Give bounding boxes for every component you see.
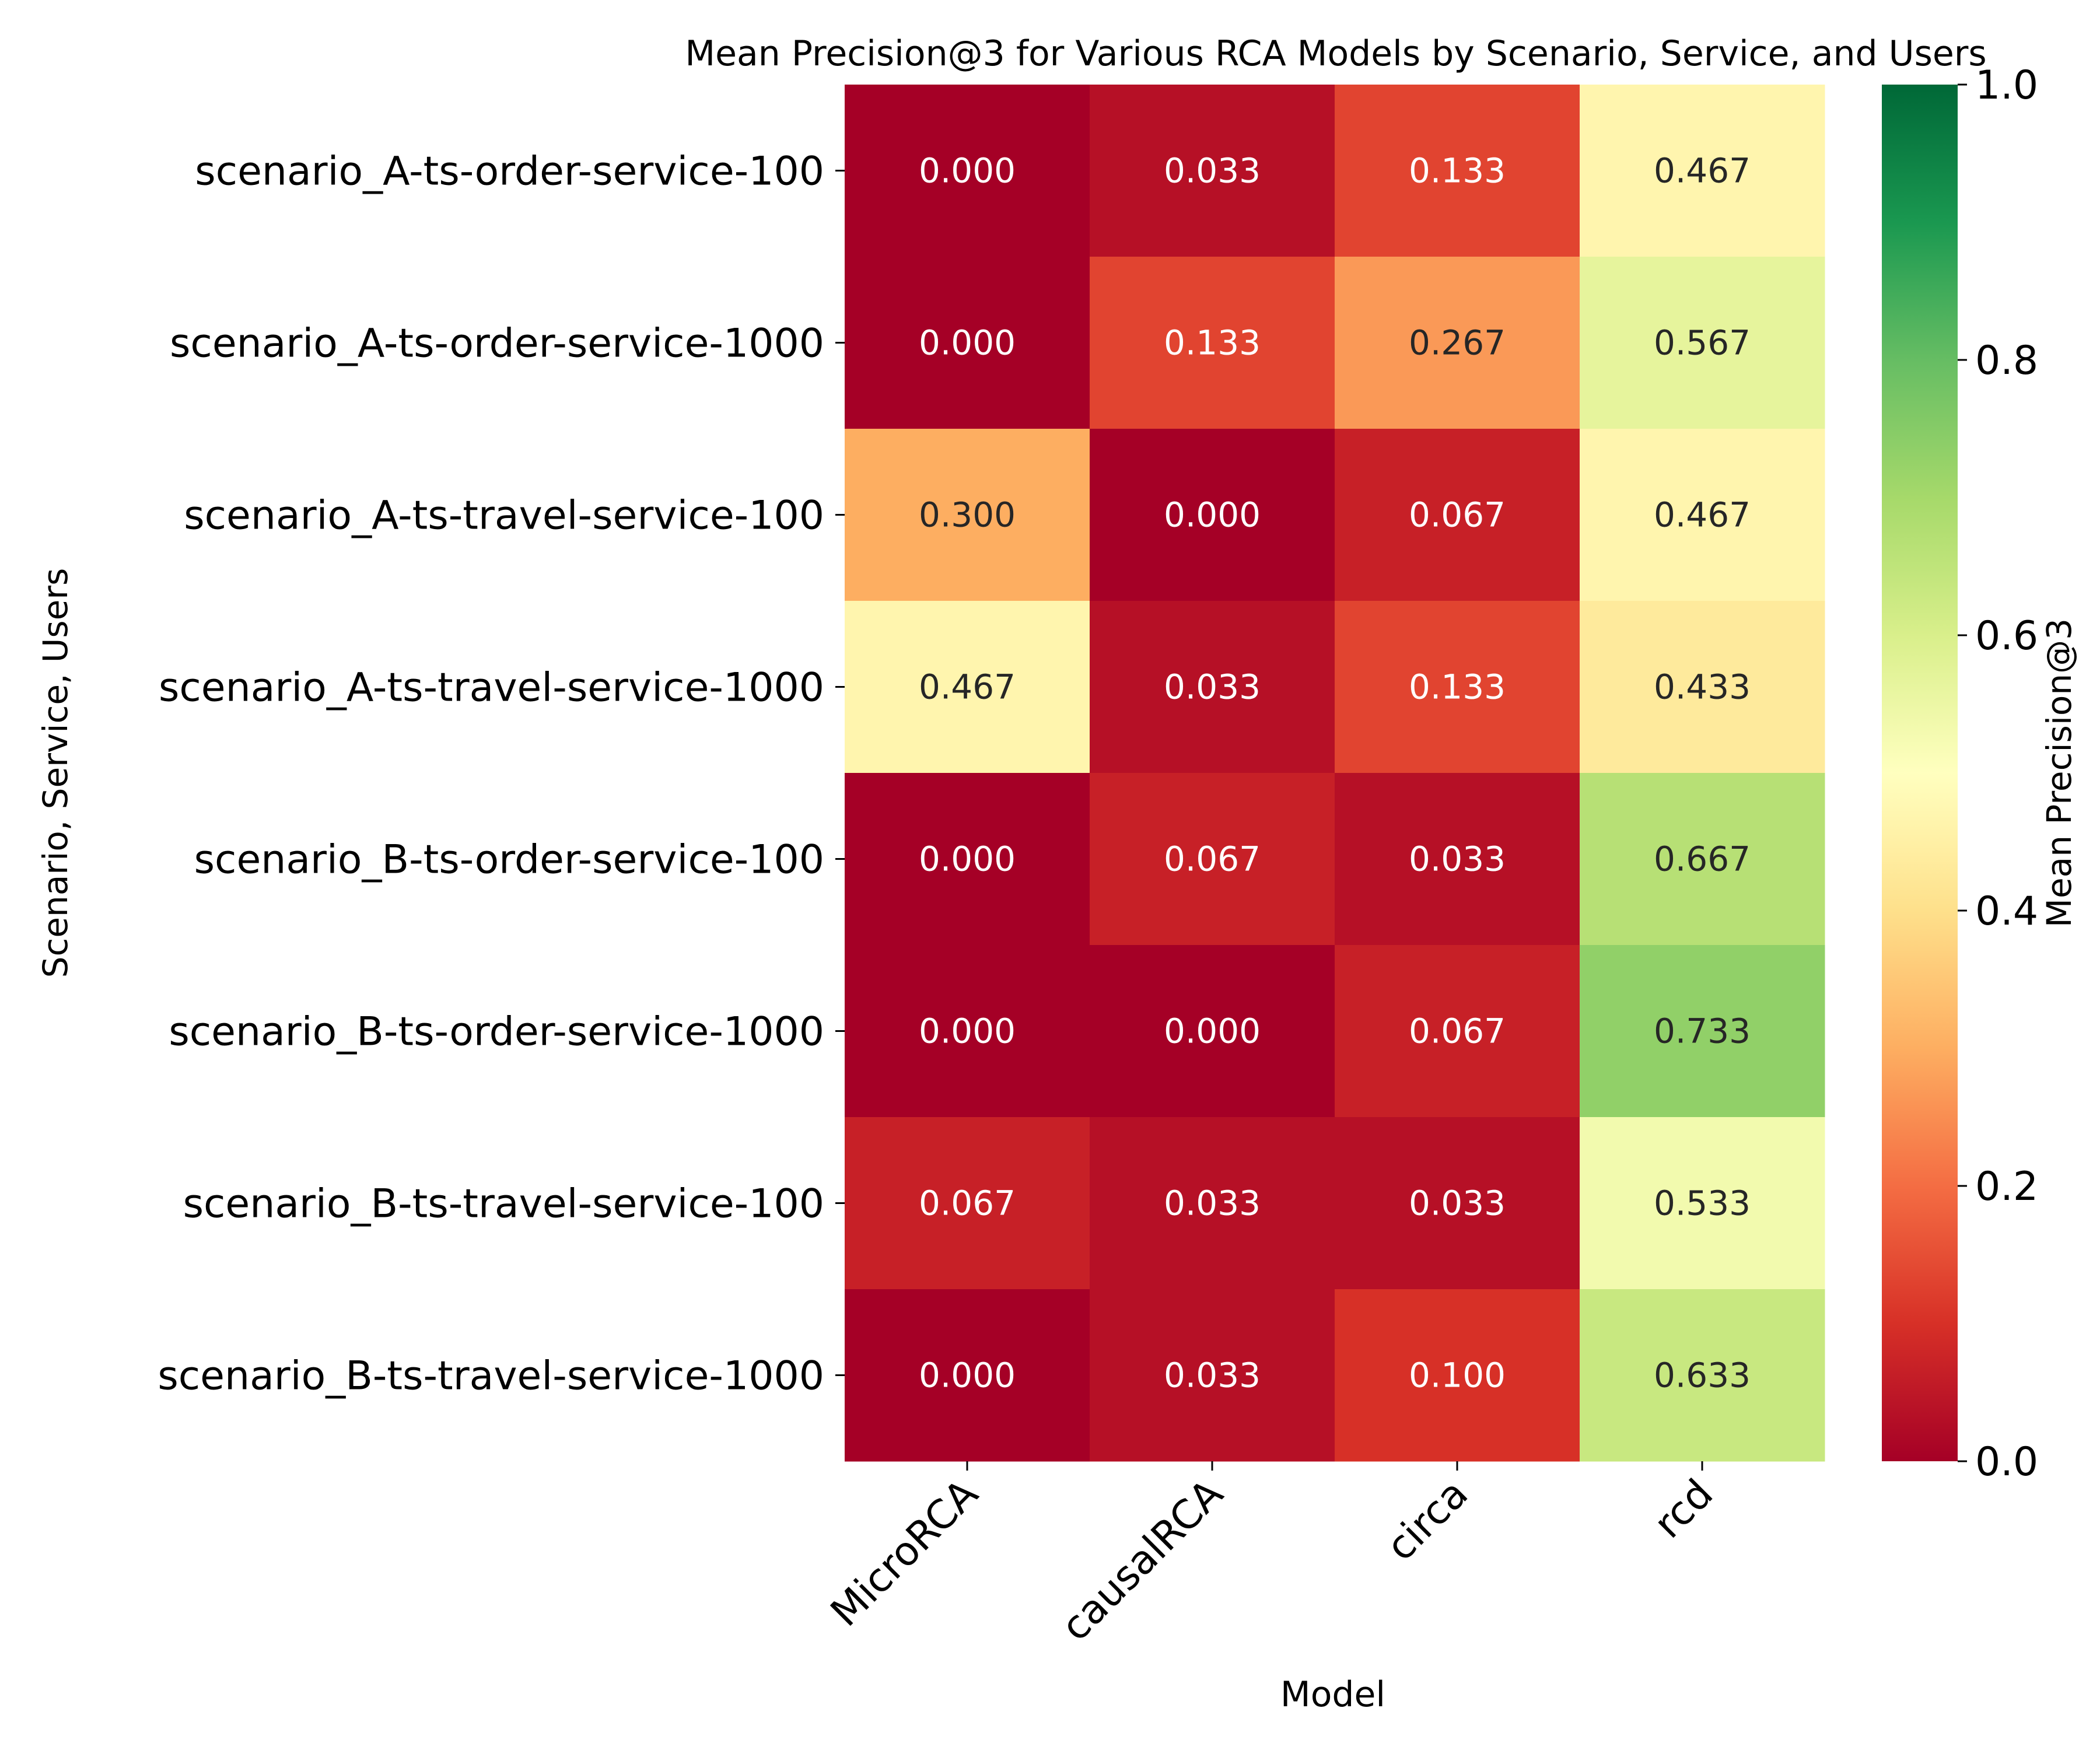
y-tick-label: scenario_B-ts-travel-service-100 [183, 1181, 824, 1227]
y-tick-label: scenario_A-ts-order-service-100 [195, 149, 824, 195]
cell-value-label: 0.033 [1409, 1184, 1506, 1223]
heatmap-cell [845, 85, 1090, 257]
heatmap-cell [1335, 601, 1580, 774]
heatmap-cell [845, 257, 1090, 429]
heatmap-cell [1090, 257, 1335, 429]
cell-value-label: 0.467 [1654, 495, 1751, 535]
colorbar-tick-label: 0.6 [1975, 613, 2038, 659]
cell-value-label: 0.000 [1164, 1012, 1261, 1051]
heatmap-cell [1090, 429, 1335, 601]
cell-value-label: 0.000 [919, 323, 1016, 363]
cell-value-label: 0.467 [1654, 151, 1751, 191]
cell-value-label: 0.033 [1409, 839, 1506, 879]
cell-value-label: 0.467 [919, 667, 1016, 707]
heatmap-cell [1580, 429, 1825, 601]
colorbar-tick-label: 0.2 [1975, 1164, 2038, 1210]
heatmap-cell [1580, 1117, 1825, 1290]
colorbar-tick-label: 0.0 [1975, 1439, 2038, 1485]
y-tick-label: scenario_A-ts-travel-service-100 [184, 493, 824, 539]
cell-value-label: 0.133 [1409, 151, 1506, 191]
heatmap-cell [845, 429, 1090, 601]
cell-value-label: 0.033 [1164, 667, 1261, 707]
heatmap-cell [1335, 773, 1580, 946]
heatmap-cell [1090, 1117, 1335, 1290]
heatmap-cell [845, 1289, 1090, 1462]
heatmap-cell [1090, 601, 1335, 774]
heatmap-cell [845, 773, 1090, 946]
cell-value-label: 0.033 [1164, 1356, 1261, 1395]
cell-value-label: 0.533 [1654, 1184, 1751, 1223]
cell-value-label: 0.067 [919, 1184, 1016, 1223]
cell-value-label: 0.067 [1164, 839, 1261, 879]
colorbar-tick-label: 0.8 [1975, 338, 2038, 384]
cell-value-label: 0.067 [1409, 1012, 1506, 1051]
heatmap-cell [1335, 85, 1580, 257]
colorbar-label: Mean Precision@3 [2039, 618, 2079, 928]
heatmap-cell [845, 1117, 1090, 1290]
heatmap-cell [1090, 1289, 1335, 1462]
colorbar-gradient [1882, 85, 1958, 1461]
cell-value-label: 0.100 [1409, 1356, 1506, 1395]
cell-value-label: 0.000 [919, 1012, 1016, 1051]
heatmap-cell [1335, 429, 1580, 601]
colorbar-tick-label: 1.0 [1975, 62, 2038, 108]
cell-value-label: 0.567 [1654, 323, 1751, 363]
heatmap-cell [1335, 257, 1580, 429]
x-axis-title: Model [1280, 1674, 1385, 1715]
x-axis: MicroRCA causalRCA circa rcd [822, 1461, 1722, 1650]
cell-value-label: 0.033 [1164, 1184, 1261, 1223]
heatmap-cell [1335, 945, 1580, 1118]
y-tick-label: scenario_A-ts-travel-service-1000 [159, 665, 824, 711]
cell-value-label: 0.633 [1654, 1356, 1751, 1395]
cell-value-label: 0.267 [1409, 323, 1506, 363]
heatmap-cell [1090, 945, 1335, 1118]
heatmap-cell [1090, 85, 1335, 257]
heatmap-cell [1580, 601, 1825, 774]
y-tick-label: scenario_B-ts-order-service-100 [194, 837, 824, 883]
heatmap-cell [1580, 257, 1825, 429]
y-tick-label: scenario_B-ts-travel-service-1000 [158, 1353, 824, 1399]
heatmap-cell [1580, 945, 1825, 1118]
heatmap-cell [1335, 1117, 1580, 1290]
chart-title: Mean Precision@3 for Various RCA Models … [685, 33, 1986, 74]
x-tick-label: MicroRCA [822, 1471, 987, 1636]
y-axis-title: Scenario, Service, Users [36, 568, 75, 978]
heatmap-cell-labels: 0.000 0.033 0.133 0.467 0.000 0.133 0.267 0.567… [919, 151, 1751, 1395]
x-tick-label: circa [1378, 1471, 1477, 1570]
heatmap-cell [845, 945, 1090, 1118]
y-axis: scenario_A-ts-order-service-100 scenario_… [158, 149, 845, 1399]
y-tick-label: scenario_B-ts-order-service-1000 [169, 1009, 824, 1055]
heatmap-cell [1580, 1289, 1825, 1462]
cell-value-label: 0.733 [1654, 1012, 1751, 1051]
colorbar-tick-label: 0.4 [1975, 888, 2038, 935]
cell-value-label: 0.033 [1164, 151, 1261, 191]
cell-value-label: 0.000 [919, 839, 1016, 879]
heatmap-cell [1090, 773, 1335, 946]
x-tick-label: causalRCA [1052, 1471, 1232, 1650]
cell-value-label: 0.133 [1409, 667, 1506, 707]
cell-value-label: 0.067 [1409, 495, 1506, 535]
y-tick-label: scenario_A-ts-order-service-1000 [170, 321, 824, 367]
cell-value-label: 0.000 [919, 1356, 1016, 1395]
cell-value-label: 0.000 [1164, 495, 1261, 535]
heatmap-cells [845, 85, 1825, 1462]
cell-value-label: 0.000 [919, 151, 1016, 191]
heatmap-cell [845, 601, 1090, 774]
heatmap-cell [1580, 85, 1825, 257]
heatmap-cell [1335, 1289, 1580, 1462]
cell-value-label: 0.667 [1654, 839, 1751, 879]
cell-value-label: 0.133 [1164, 323, 1261, 363]
cell-value-label: 0.300 [919, 495, 1016, 535]
heatmap-cell [1580, 773, 1825, 946]
x-tick-label: rcd [1645, 1471, 1722, 1548]
cell-value-label: 0.433 [1654, 667, 1751, 707]
colorbar: 0.0 0.2 0.4 0.6 0.8 1.0 [1882, 62, 2038, 1485]
